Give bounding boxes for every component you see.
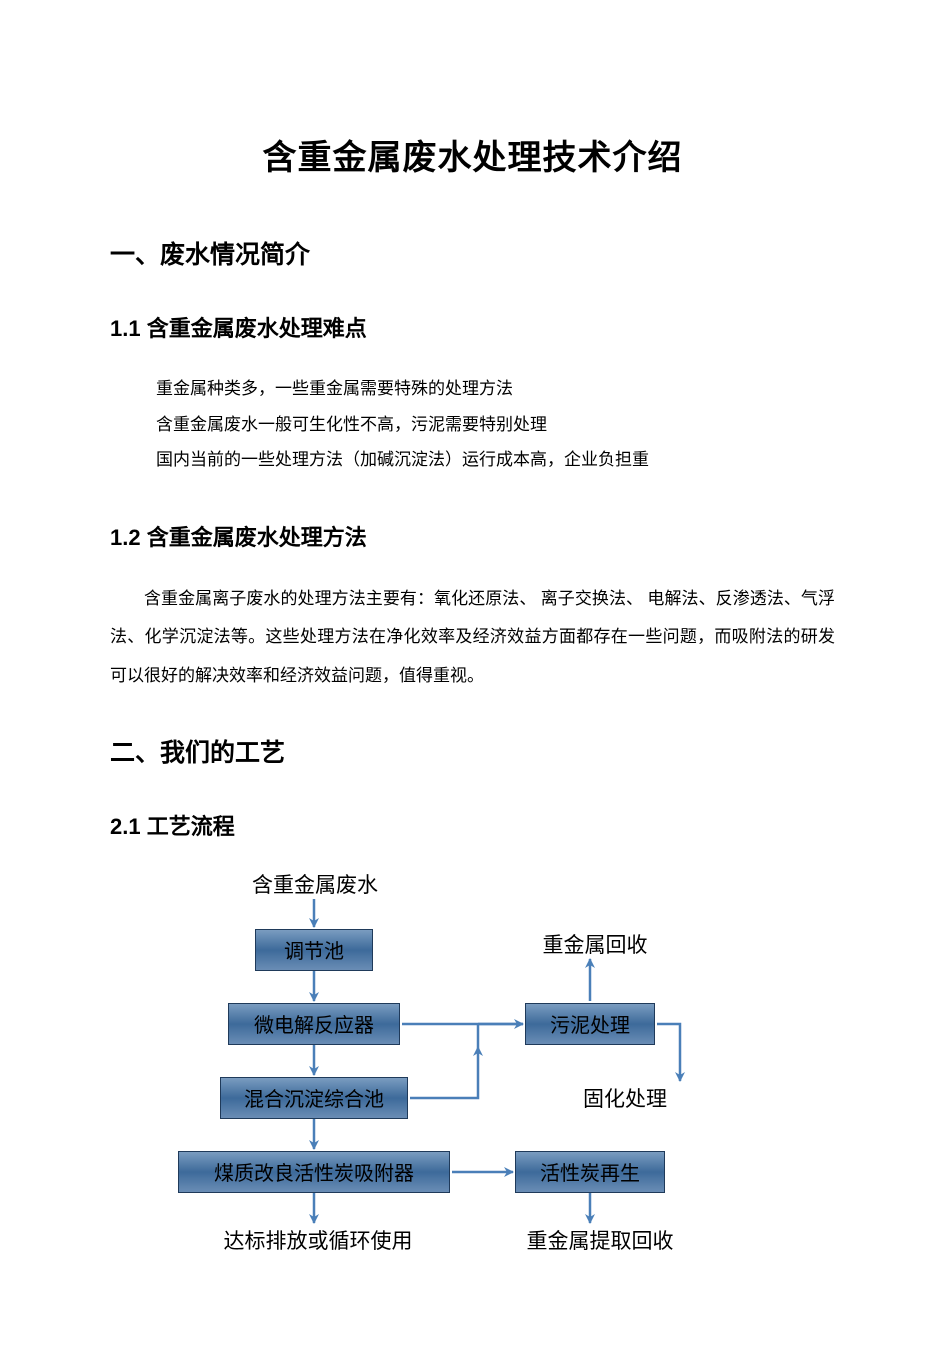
section-1-2-heading: 1.2 含重金属废水处理方法 bbox=[110, 520, 835, 552]
process-flowchart: 含重金属废水调节池微电解反应器混合沉淀综合池煤质改良活性炭吸附器达标排放或循环使… bbox=[140, 869, 780, 1299]
section-1-2-paragraph: 含重金属离子废水的处理方法主要有：氧化还原法、 离子交换法、 电解法、反渗透法、… bbox=[110, 580, 835, 695]
flowchart-node-recover: 重金属回收 bbox=[530, 929, 660, 957]
section-2-heading: 二、我们的工艺 bbox=[110, 733, 835, 769]
flowchart-node-tank: 调节池 bbox=[255, 929, 373, 971]
list-item: 国内当前的一些处理方法（加碱沉淀法）运行成本高，企业负担重 bbox=[156, 442, 835, 478]
section-2-1-heading: 2.1 工艺流程 bbox=[110, 809, 835, 841]
list-item: 含重金属废水一般可生化性不高，污泥需要特别处理 bbox=[156, 407, 835, 443]
flowchart-node-out2: 重金属提取回收 bbox=[520, 1225, 680, 1253]
section-1-heading: 一、废水情况简介 bbox=[110, 235, 835, 271]
flowchart-node-out1: 达标排放或循环使用 bbox=[218, 1225, 418, 1253]
flowchart-node-input: 含重金属废水 bbox=[240, 869, 390, 897]
section-1-1-heading: 1.1 含重金属废水处理难点 bbox=[110, 311, 835, 343]
document-title: 含重金属废水处理技术介绍 bbox=[110, 130, 835, 179]
flowchart-node-solid: 固化处理 bbox=[575, 1083, 675, 1111]
flowchart-node-sludge: 污泥处理 bbox=[525, 1003, 655, 1045]
flowchart-node-micro: 微电解反应器 bbox=[228, 1003, 400, 1045]
flowchart-node-regen: 活性炭再生 bbox=[515, 1151, 665, 1193]
flowchart-node-settle: 混合沉淀综合池 bbox=[220, 1077, 408, 1119]
list-item: 重金属种类多，一些重金属需要特殊的处理方法 bbox=[156, 371, 835, 407]
document-page: 含重金属废水处理技术介绍 一、废水情况简介 1.1 含重金属废水处理难点 重金属… bbox=[0, 0, 945, 1359]
section-1-1-list: 重金属种类多，一些重金属需要特殊的处理方法 含重金属废水一般可生化性不高，污泥需… bbox=[110, 371, 835, 478]
flowchart-node-carbon: 煤质改良活性炭吸附器 bbox=[178, 1151, 450, 1193]
